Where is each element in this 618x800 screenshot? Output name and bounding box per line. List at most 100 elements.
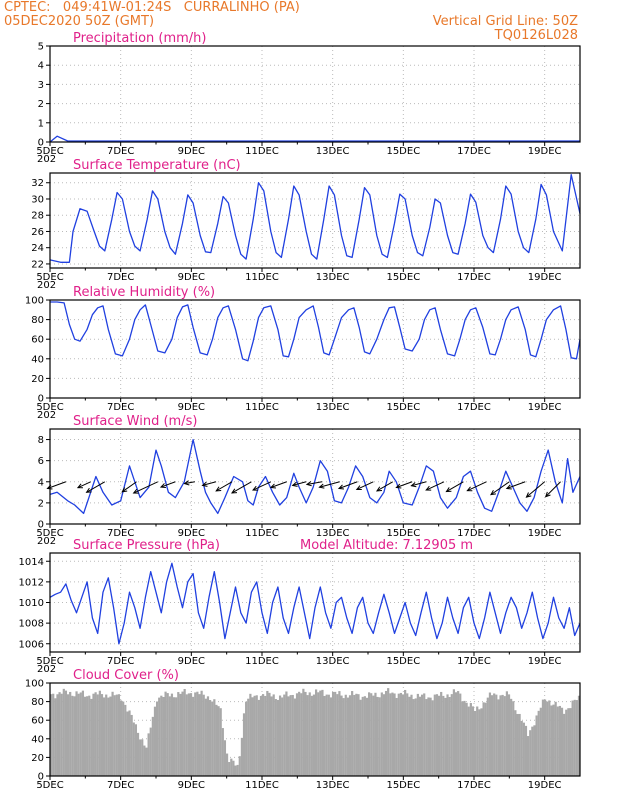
cloud-bar (278, 695, 282, 776)
cloud-bar (497, 699, 500, 776)
x-tick-label: 5DEC (36, 146, 63, 157)
cloud-bar (240, 737, 243, 776)
cloud-bar (391, 692, 394, 776)
y-tick-label: 60 (31, 716, 44, 727)
cloud-bar (444, 697, 447, 776)
panel-title: Surface Temperature (nC) (73, 158, 241, 173)
cloud-bar (94, 692, 97, 776)
cloud-bar (543, 699, 547, 776)
x-tick-label: 17DEC (457, 780, 491, 791)
cloud-bar (546, 701, 549, 776)
cloud-bar (136, 732, 140, 776)
cloud-bar (304, 691, 307, 776)
x-tick-label: 15DEC (386, 272, 420, 283)
cloud-bar (395, 697, 398, 776)
wind-arrow (445, 481, 464, 493)
cloud-bar (569, 708, 572, 776)
x-tick-label: 9DEC (178, 402, 205, 413)
cloud-bar (505, 691, 508, 776)
cloud-bar (168, 696, 171, 776)
x-tick-label: 5DEC (36, 780, 63, 791)
x-tick-label: 7DEC (107, 528, 134, 539)
cloud-bar (499, 695, 502, 776)
series-line (49, 562, 581, 645)
cloud-bar (119, 700, 123, 776)
cloud-bar (346, 697, 349, 776)
cloud-bar (348, 695, 352, 776)
cloud-bar (389, 693, 392, 776)
x-tick-label: 17DEC (457, 528, 491, 539)
cloud-bar (503, 696, 506, 776)
series-line (50, 301, 581, 362)
cloud-bar (66, 694, 70, 776)
cloud-bar (404, 689, 407, 776)
cloud-bar (423, 693, 426, 776)
panel-4: Surface Wind (m/s) 0 2 4 6 8 5DEC 7DEC 9DEC 11DEC… (36, 414, 581, 547)
y-tick-label: 0 (38, 520, 44, 531)
x-tick-label: 13DEC (316, 402, 350, 413)
wind-arrow (159, 481, 176, 489)
cloud-bar (387, 688, 390, 776)
x-tick-label: 15DEC (386, 402, 420, 413)
cloud-bar (520, 720, 523, 776)
cloud-bar (306, 695, 309, 776)
y-tick-label: 1012 (19, 577, 44, 588)
x-tick-label: 19DEC (528, 402, 562, 413)
wind-arrow (121, 481, 137, 493)
cloud-bar (54, 698, 57, 776)
cloud-bar (552, 704, 555, 776)
cloud-bar (539, 707, 542, 776)
cloud-bar (132, 722, 135, 776)
wind-arrow (291, 481, 307, 487)
x-tick-label: 9DEC (178, 780, 205, 791)
cloud-bar (272, 694, 275, 776)
cloud-bar (181, 691, 184, 776)
cloud-bar (262, 694, 265, 776)
cloud-bar (342, 698, 345, 776)
cloud-bar (565, 709, 568, 776)
cloud-bar (370, 693, 373, 776)
y-tick-label: 8 (38, 435, 44, 446)
cloud-bar (408, 696, 411, 776)
y-tick-label: 80 (31, 315, 44, 326)
x-tick-label: 17DEC (457, 656, 491, 667)
header-line-1: CPTEC: 049:41W-01:24S CURRALINHO (PA) (4, 0, 300, 15)
cloud-bar (160, 695, 163, 776)
cloud-bar (463, 700, 466, 776)
cloud-bar (134, 724, 137, 776)
cloud-bar (338, 691, 341, 776)
x-tick-label: 19DEC (528, 780, 562, 791)
model-id: TQ0126L028 (494, 28, 578, 43)
x-tick-label: 19DEC (528, 656, 562, 667)
x-tick-label: 13DEC (316, 528, 350, 539)
x-tick-label: 13DEC (316, 780, 350, 791)
cloud-bar (69, 691, 72, 776)
cloud-bar (440, 691, 443, 776)
x-tick-label: 5DEC (36, 528, 63, 539)
cloud-bar (287, 696, 290, 776)
x-tick-label: 19DEC (528, 528, 562, 539)
cloud-bar (130, 714, 133, 776)
year-stub: 202 (37, 536, 56, 547)
cloud-bar (293, 698, 296, 776)
cloud-bar (308, 692, 311, 776)
cloud-bar (359, 699, 362, 776)
cloud-bar (139, 739, 142, 776)
cloud-bar (200, 690, 203, 776)
cloud-bar (253, 695, 256, 776)
cloud-bar (454, 692, 458, 776)
year-stub: 202 (37, 664, 56, 675)
cloud-bar (433, 694, 436, 776)
cloud-bar (524, 725, 528, 776)
cloud-bar (457, 691, 460, 776)
cloud-bar (56, 694, 59, 776)
cloud-bar (452, 689, 455, 776)
wind-arrow (395, 481, 413, 489)
wind-arrow (425, 481, 445, 491)
cloud-bar (554, 701, 557, 776)
panel-title: Surface Wind (m/s) (73, 414, 197, 429)
y-tick-label: 24 (31, 243, 44, 254)
panel-title: Cloud Cover (%) (73, 668, 179, 683)
cloud-bar (482, 702, 485, 776)
x-tick-label: 11DEC (245, 780, 279, 791)
